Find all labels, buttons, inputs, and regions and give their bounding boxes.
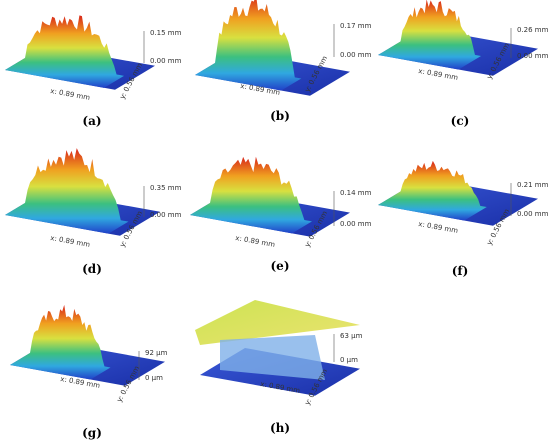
surface bbox=[5, 148, 129, 234]
panel-label: (f) bbox=[452, 264, 469, 278]
surface bbox=[5, 15, 124, 88]
panel-label: (e) bbox=[271, 259, 290, 273]
panel: 0.26 mm0.00 mmx: 0.89 mm y: 0.56 mm(c) bbox=[378, 0, 549, 128]
surface bbox=[190, 156, 312, 234]
surface bbox=[378, 0, 481, 70]
z-max-label: 63 µm bbox=[340, 332, 363, 340]
z-max-label: 92 µm bbox=[145, 349, 168, 357]
surface bbox=[195, 0, 302, 91]
z-max-label: 0.15 mm bbox=[150, 29, 182, 37]
x-axis-label: x: 0.89 mm bbox=[418, 67, 459, 82]
surface bbox=[378, 160, 487, 221]
z-min-label: 0.00 mm bbox=[517, 210, 549, 218]
z-min-label: 0 µm bbox=[145, 374, 163, 382]
z-max-label: 0.35 mm bbox=[150, 184, 182, 192]
z-max-label: 0.21 mm bbox=[517, 181, 549, 189]
z-min-label: 0.00 mm bbox=[517, 52, 549, 60]
panel-label: (d) bbox=[82, 262, 102, 276]
x-axis-label: x: 0.89 mm bbox=[50, 87, 91, 102]
z-min-label: 0.00 mm bbox=[150, 57, 182, 65]
x-axis-label: x: 0.89 mm bbox=[50, 234, 91, 249]
panel: 63 µm0 µmx: 0.89 mm y: 0.56 mm(h) bbox=[195, 300, 363, 435]
z-min-label: 0 µm bbox=[340, 356, 358, 364]
panel: 92 µm0 µmx: 0.89 mm y: 0.56 mm(g) bbox=[10, 304, 168, 440]
x-axis-label: x: 0.89 mm bbox=[418, 220, 459, 235]
panel: 0.14 mm0.00 mmx: 0.89 mm y: 0.56 mm(e) bbox=[190, 156, 372, 273]
panel-label: (a) bbox=[82, 114, 101, 128]
surface bbox=[10, 304, 111, 380]
z-max-label: 0.26 mm bbox=[517, 26, 549, 34]
z-min-label: 0.00 mm bbox=[340, 51, 372, 59]
z-max-label: 0.14 mm bbox=[340, 189, 372, 197]
panel-label: (g) bbox=[82, 426, 102, 440]
panel-label: (b) bbox=[270, 109, 290, 123]
x-axis-label: x: 0.89 mm bbox=[235, 234, 276, 249]
panel: 0.21 mm0.00 mmx: 0.89 mm y: 0.56 mm(f) bbox=[378, 160, 549, 278]
z-min-label: 0.00 mm bbox=[340, 220, 372, 228]
panel-label: (h) bbox=[270, 421, 290, 435]
panel: 0.15 mm0.00 mmx: 0.89 mm y: 0.56 mm(a) bbox=[5, 15, 182, 128]
panel: 0.17 mm0.00 mmx: 0.89 mm y: 0.56 mm(b) bbox=[195, 0, 372, 123]
panel-label: (c) bbox=[451, 114, 470, 128]
panel: 0.35 mm0.00 mmx: 0.89 mm y: 0.56 mm(d) bbox=[5, 148, 182, 276]
z-max-label: 0.17 mm bbox=[340, 22, 372, 30]
tilted-plate bbox=[195, 300, 360, 345]
z-min-label: 0.00 mm bbox=[150, 211, 182, 219]
surface bbox=[220, 335, 325, 380]
